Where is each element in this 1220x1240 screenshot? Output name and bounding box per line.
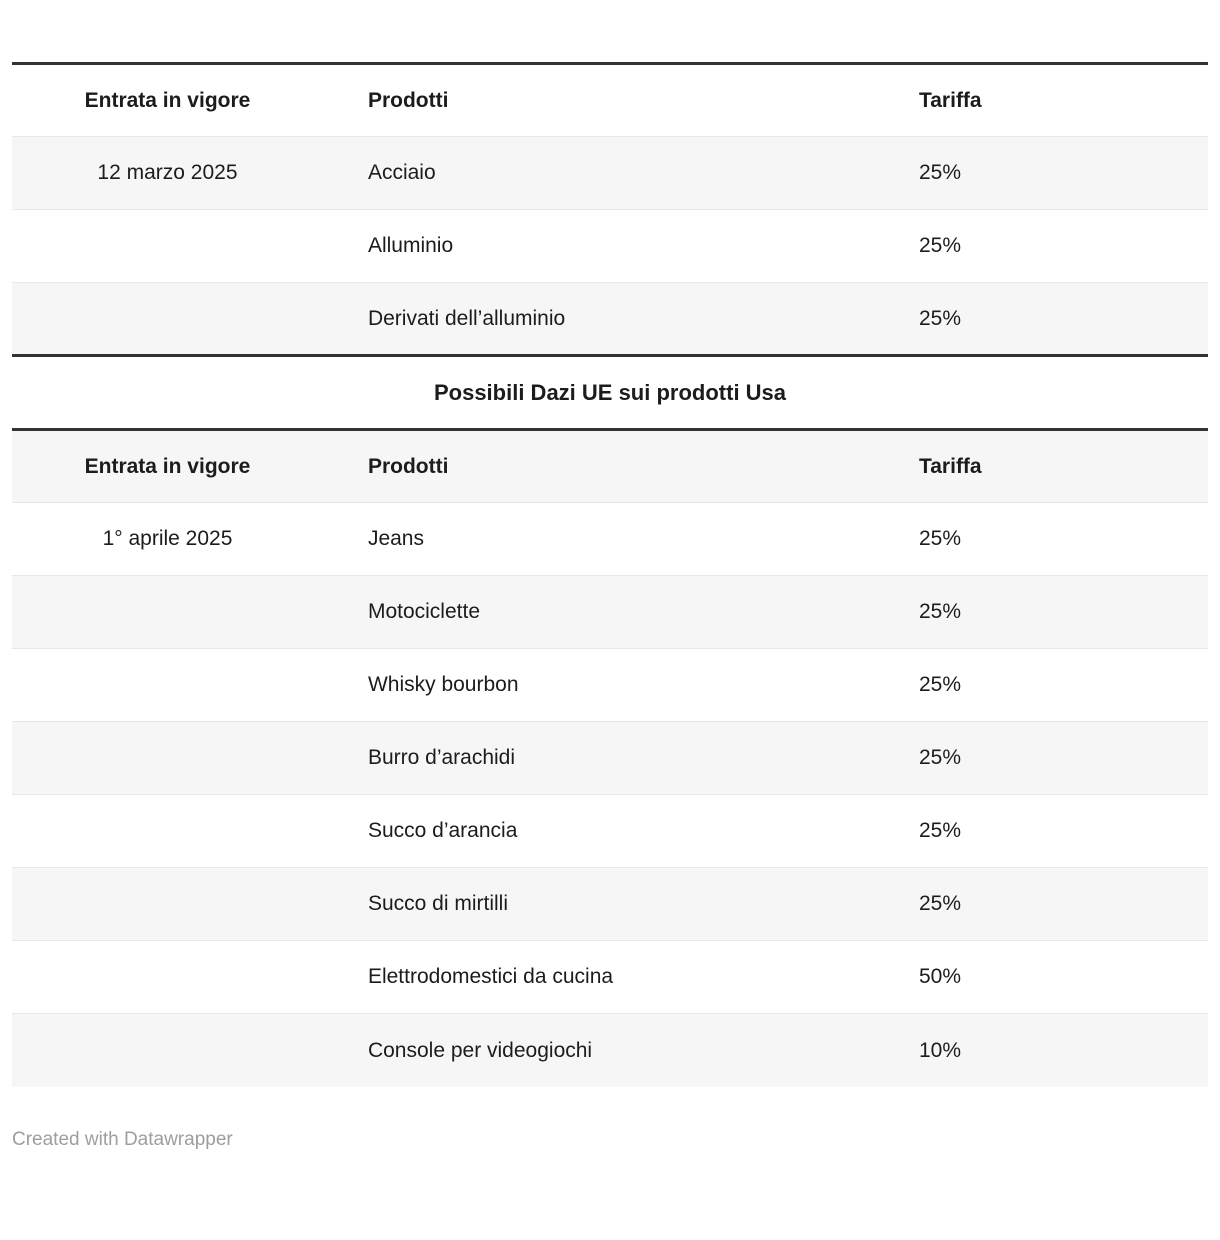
table-row: Console per videogiochi 10% <box>12 1013 1208 1087</box>
table-row: Elettrodomestici da cucina 50% <box>12 940 1208 1014</box>
us-tariffs-table-body: 12 marzo 2025 Acciaio 25% Alluminio 25% Deriv… <box>12 136 1208 356</box>
table-row: 1° aprile 2025 Jeans 25% <box>12 502 1208 576</box>
column-header-products: Prodotti <box>367 454 449 478</box>
cell-effective-date: 12 marzo 2025 <box>97 161 238 185</box>
cell-product: Succo di mirtilli <box>367 892 508 916</box>
cell-product: Jeans <box>367 527 424 551</box>
cell-effective-date <box>12 576 323 649</box>
cell-product: Motociclette <box>367 600 480 624</box>
cell-product: Whisky bourbon <box>367 673 519 697</box>
table-row: Derivati dell’alluminio 25% <box>12 282 1208 356</box>
cell-tariff: 25% <box>918 892 962 916</box>
table-row: 12 marzo 2025 Acciaio 25% <box>12 136 1208 210</box>
eu-tariffs-table-body: 1° aprile 2025 Jeans 25% Motociclette 25% Whi… <box>12 502 1208 1087</box>
table-row: Motociclette 25% <box>12 575 1208 649</box>
cell-effective-date <box>12 868 323 941</box>
datawrapper-credit-link[interactable]: Created with Datawrapper <box>12 1128 233 1150</box>
cell-effective-date: 1° aprile 2025 <box>102 527 233 551</box>
us-tariffs-table: Entrata in vigore Prodotti Tariffa 12 ma… <box>12 62 1208 357</box>
cell-tariff: 25% <box>918 306 962 330</box>
table-row: Burro d’arachidi 25% <box>12 721 1208 795</box>
table-row: Whisky bourbon 25% <box>12 648 1208 722</box>
eu-tariffs-table-header: Entrata in vigore Prodotti Tariffa <box>12 429 1208 503</box>
table-row: Succo d’arancia 25% <box>12 794 1208 868</box>
cell-tariff: 25% <box>918 600 962 624</box>
header-row: Entrata in vigore Prodotti Tariffa <box>12 64 1208 137</box>
cell-tariff: 10% <box>918 1038 962 1062</box>
cell-effective-date <box>12 649 323 722</box>
cell-effective-date <box>12 941 323 1014</box>
column-header-tariff: Tariffa <box>918 454 982 478</box>
cell-product: Burro d’arachidi <box>367 746 516 770</box>
column-header-products: Prodotti <box>367 88 449 112</box>
cell-product: Elettrodomestici da cucina <box>367 965 614 989</box>
cell-product: Succo d’arancia <box>367 819 518 843</box>
cell-tariff: 25% <box>918 234 962 258</box>
cell-product: Acciaio <box>367 161 436 185</box>
cell-tariff: 25% <box>918 161 962 185</box>
header-row: Entrata in vigore Prodotti Tariffa <box>12 429 1208 503</box>
cell-effective-date <box>12 722 323 795</box>
cell-tariff: 25% <box>918 819 962 843</box>
column-header-tariff: Tariffa <box>918 88 982 112</box>
cell-product: Console per videogiochi <box>367 1038 593 1062</box>
cell-tariff: 50% <box>918 965 962 989</box>
datawrapper-table-visualization: Entrata in vigore Prodotti Tariffa 12 ma… <box>0 62 1220 1151</box>
cell-tariff: 25% <box>918 746 962 770</box>
attribution-footer: Created with Datawrapper <box>12 1129 1208 1151</box>
cell-effective-date <box>12 1014 323 1087</box>
us-tariffs-table-header: Entrata in vigore Prodotti Tariffa <box>12 64 1208 137</box>
column-header-effective-date: Entrata in vigore <box>84 88 251 112</box>
table-row: Succo di mirtilli 25% <box>12 867 1208 941</box>
section-title: Possibili Dazi UE sui prodotti Usa <box>12 357 1208 428</box>
cell-product: Derivati dell’alluminio <box>367 306 566 330</box>
table-row: Alluminio 25% <box>12 209 1208 283</box>
eu-tariffs-table: Entrata in vigore Prodotti Tariffa 1° ap… <box>12 428 1208 1087</box>
cell-effective-date <box>12 795 323 868</box>
column-header-effective-date: Entrata in vigore <box>84 454 251 478</box>
cell-tariff: 25% <box>918 673 962 697</box>
cell-tariff: 25% <box>918 527 962 551</box>
cell-effective-date <box>12 283 323 356</box>
cell-effective-date <box>12 210 323 283</box>
cell-product: Alluminio <box>367 234 454 258</box>
